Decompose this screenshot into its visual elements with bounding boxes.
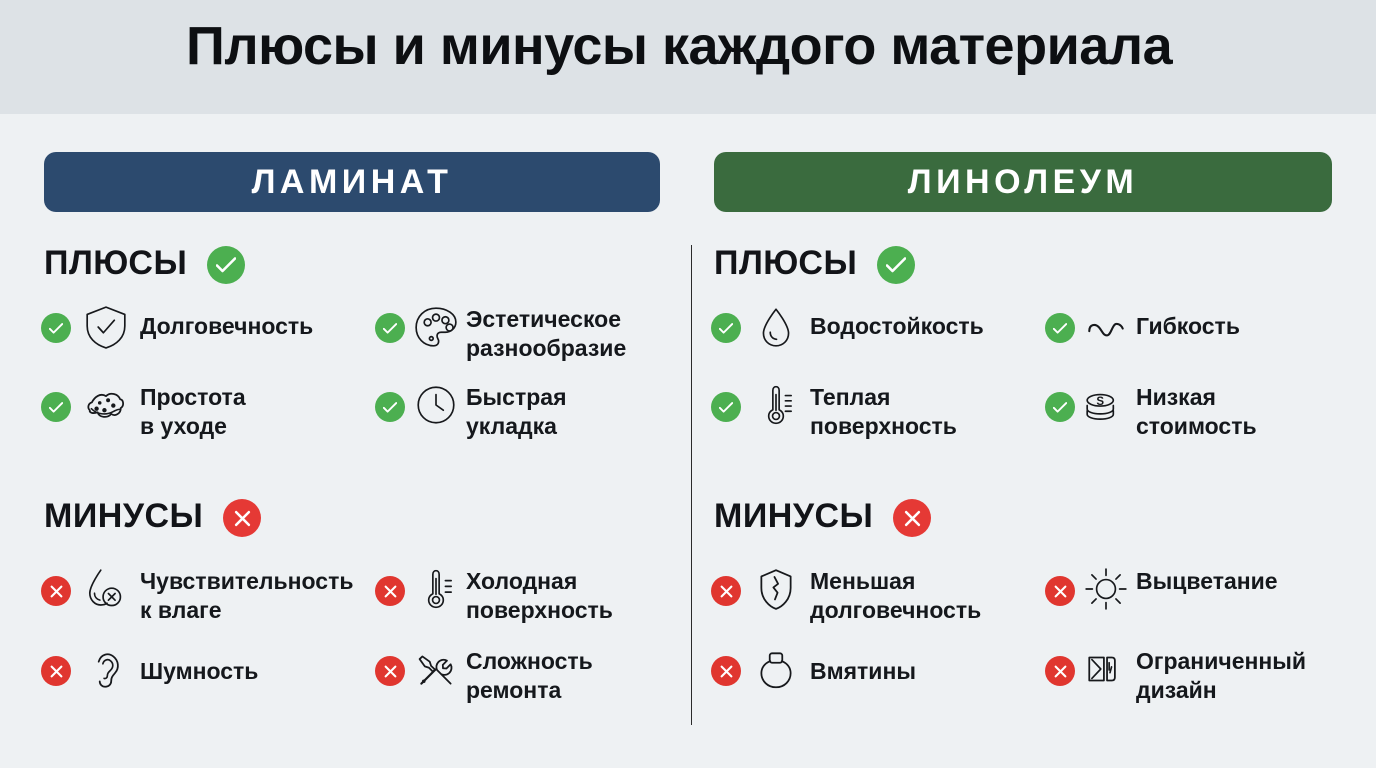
- svg-text:S: S: [1096, 396, 1104, 408]
